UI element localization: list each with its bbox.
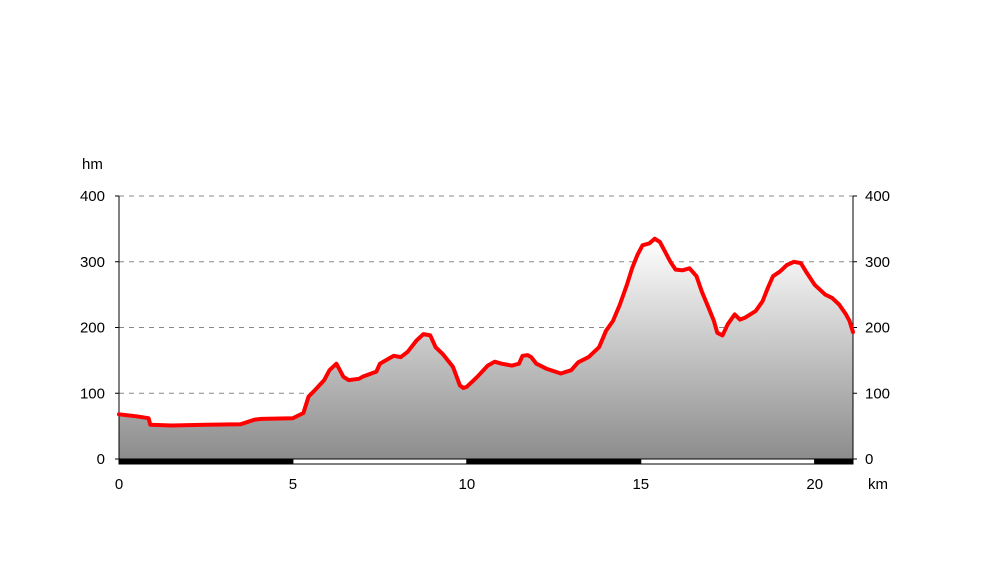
y-tick-label-left: 100 — [80, 385, 105, 402]
y-tick-label-right: 400 — [865, 188, 890, 205]
x-axis-segment — [640, 458, 816, 465]
elevation-line — [117, 236, 855, 428]
y-tick-label-right: 100 — [865, 385, 890, 402]
y-tick-label-left: 200 — [80, 320, 105, 337]
y-tick-label-right: 300 — [865, 254, 890, 271]
x-axis-segment — [466, 458, 642, 465]
y-tick-label-right: 0 — [865, 451, 873, 468]
x-axis-segment — [814, 458, 854, 465]
x-axis-distance-bar — [118, 458, 854, 465]
x-tick-label: 15 — [632, 476, 649, 493]
elevation-area — [119, 238, 853, 459]
x-axis-segment — [118, 458, 294, 465]
x-axis-unit-label: km — [868, 476, 888, 493]
y-tick-label-left: 0 — [97, 451, 105, 468]
y-axis-unit-label: hm — [82, 156, 103, 173]
y-tick-label-right: 200 — [865, 320, 890, 337]
x-tick-label: 20 — [806, 476, 823, 493]
x-axis-segment — [292, 458, 468, 465]
x-tick-label: 10 — [459, 476, 476, 493]
x-tick-label: 5 — [289, 476, 297, 493]
y-tick-label-left: 300 — [80, 254, 105, 271]
y-tick-label-left: 400 — [80, 188, 105, 205]
x-tick-label: 0 — [115, 476, 123, 493]
